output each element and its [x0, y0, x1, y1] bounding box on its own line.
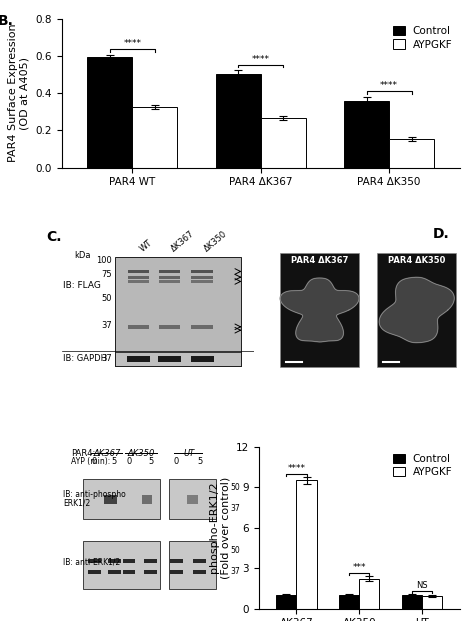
Text: 75: 75	[101, 270, 112, 279]
Text: WT: WT	[138, 238, 155, 253]
Text: 50: 50	[101, 294, 112, 303]
Bar	[104, 495, 117, 504]
Text: ΔK350: ΔK350	[128, 449, 155, 458]
Text: UT: UT	[183, 449, 194, 458]
Bar	[159, 270, 180, 273]
Bar	[87, 57, 132, 168]
Bar	[187, 495, 198, 504]
Bar	[128, 270, 149, 273]
Bar	[128, 276, 149, 279]
Text: 5: 5	[197, 457, 202, 466]
Bar	[377, 253, 456, 367]
Bar	[88, 569, 100, 574]
Polygon shape	[280, 278, 359, 342]
Bar	[159, 276, 180, 279]
Text: ***: ***	[353, 563, 366, 573]
Bar	[123, 559, 135, 563]
Y-axis label: phospho-ERK1/2
(Fold over control): phospho-ERK1/2 (Fold over control)	[209, 476, 230, 579]
Bar	[116, 257, 240, 366]
Bar	[191, 325, 213, 329]
Bar	[132, 107, 177, 168]
Polygon shape	[379, 277, 454, 343]
Bar	[280, 253, 359, 367]
Text: 5: 5	[148, 457, 154, 466]
Text: 0: 0	[92, 457, 97, 466]
Text: 0: 0	[126, 457, 131, 466]
Text: IB: GAPDH: IB: GAPDH	[63, 355, 107, 363]
Bar	[193, 569, 206, 574]
Bar	[191, 280, 213, 283]
Bar	[170, 569, 182, 574]
Bar	[191, 276, 213, 279]
Text: ****: ****	[380, 81, 398, 91]
Text: kDa: kDa	[74, 250, 91, 260]
Bar	[296, 480, 317, 609]
Text: 100: 100	[96, 256, 112, 265]
Bar	[169, 540, 216, 589]
Bar	[83, 479, 160, 519]
Text: ΔK367: ΔK367	[93, 449, 121, 458]
Text: NS: NS	[416, 581, 428, 590]
Text: PAR4 ΔK350: PAR4 ΔK350	[388, 256, 446, 265]
Bar	[128, 325, 149, 329]
Bar	[125, 453, 158, 454]
Text: 37: 37	[101, 321, 112, 330]
Bar	[359, 579, 379, 609]
Bar	[191, 270, 213, 273]
Bar	[174, 453, 203, 454]
Text: 37: 37	[101, 355, 112, 363]
Text: AYP (min):: AYP (min):	[71, 457, 110, 466]
Bar	[83, 540, 160, 589]
Bar	[402, 595, 422, 609]
Text: ****: ****	[252, 55, 270, 64]
Text: 37: 37	[230, 567, 240, 576]
Bar	[108, 569, 121, 574]
Text: 0: 0	[173, 457, 179, 466]
Text: PAR4 ΔK367: PAR4 ΔK367	[291, 256, 348, 265]
Bar	[128, 280, 149, 283]
Bar	[261, 119, 306, 168]
Bar	[191, 356, 214, 362]
Text: ΔK367: ΔK367	[169, 229, 196, 253]
Bar	[169, 479, 216, 519]
Bar	[344, 101, 389, 168]
Text: IB: anti-phospho: IB: anti-phospho	[64, 490, 126, 499]
Text: ΔK350: ΔK350	[202, 229, 228, 253]
Bar	[339, 595, 359, 609]
Bar	[116, 352, 240, 366]
Bar	[145, 569, 157, 574]
Text: 50: 50	[230, 483, 240, 492]
Bar	[159, 325, 180, 329]
Bar	[145, 559, 157, 563]
Bar	[158, 356, 181, 362]
Text: D.: D.	[432, 227, 449, 241]
Bar	[216, 74, 261, 168]
Text: 50: 50	[230, 546, 240, 555]
Text: B.: B.	[0, 14, 14, 28]
Bar	[422, 596, 442, 609]
Text: ****: ****	[123, 40, 141, 48]
Legend: Control, AYPGKF: Control, AYPGKF	[391, 451, 455, 479]
Text: ERK1/2: ERK1/2	[64, 499, 91, 508]
Bar	[170, 559, 182, 563]
Text: IB: anti-ERK1/2: IB: anti-ERK1/2	[64, 557, 121, 566]
Text: ****: ****	[287, 464, 305, 473]
Bar	[159, 280, 180, 283]
Text: C.: C.	[46, 230, 62, 244]
Bar	[193, 559, 206, 563]
Bar	[123, 569, 135, 574]
Text: 37: 37	[230, 504, 240, 512]
Bar	[142, 495, 152, 504]
Bar	[91, 453, 123, 454]
Text: IB: FLAG: IB: FLAG	[63, 281, 100, 290]
Y-axis label: PAR4 Surface Expression
(OD at A405): PAR4 Surface Expression (OD at A405)	[8, 24, 30, 163]
Text: PAR4:: PAR4:	[71, 449, 95, 458]
Legend: Control, AYPGKF: Control, AYPGKF	[391, 24, 455, 52]
Bar	[276, 595, 296, 609]
Bar	[108, 559, 121, 563]
Bar	[389, 139, 434, 168]
Text: 5: 5	[112, 457, 117, 466]
Bar	[88, 559, 100, 563]
Bar	[127, 356, 150, 362]
